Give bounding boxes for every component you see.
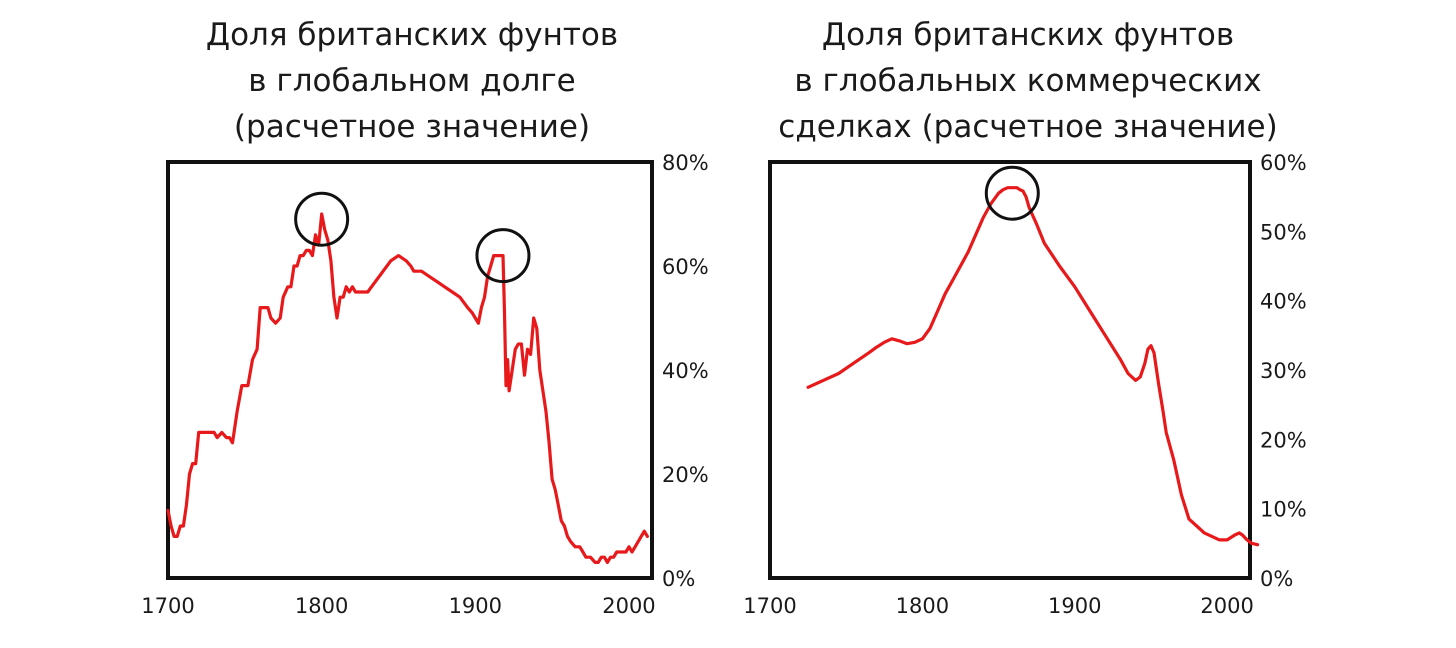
y-tick-label: 80% (662, 151, 709, 175)
y-tick-label: 60% (1260, 151, 1307, 175)
x-tick-label: 1800 (896, 594, 949, 618)
x-tick-label: 2000 (1200, 594, 1253, 618)
y-tick-label: 40% (662, 359, 709, 383)
highlight-circle (294, 191, 350, 247)
x-tick-label: 1900 (449, 594, 502, 618)
highlight-circle (475, 228, 531, 284)
y-tick-label: 30% (1260, 359, 1307, 383)
series-line (166, 212, 650, 565)
y-tick-label: 40% (1260, 290, 1307, 314)
chart-title: Доля британских фунтов в глобальных комм… (748, 12, 1308, 150)
chart-title-line-1: Доля британских фунтов (205, 17, 619, 53)
y-tick-label: 0% (662, 567, 695, 591)
chart-title-line-1: Доля британских фунтов (821, 17, 1235, 53)
y-tick-label: 10% (1260, 498, 1307, 522)
plot-frame (166, 160, 654, 580)
chart-title-line-2: в глобальных коммерческих (794, 63, 1262, 99)
y-tick-label: 20% (662, 463, 709, 487)
line-chart-global-debt: 1700 1800 1900 2000 0% 20% 40% 60% 80% (141, 151, 709, 618)
chart-title: Доля британских фунтов в глобальном долг… (172, 12, 652, 150)
line-chart-global-trade: 1700 1800 1900 2000 0% 10% 20% 30% 40% 50% 60% (743, 151, 1307, 618)
highlight-circle (984, 165, 1040, 221)
chart-panel-global-debt: Доля британских фунтов в глобальном долг… (141, 12, 709, 618)
x-tick-label: 1800 (295, 594, 348, 618)
y-tick-label: 0% (1260, 567, 1293, 591)
x-tick-label: 1700 (743, 594, 796, 618)
y-tick-label: 20% (1260, 428, 1307, 452)
x-tick-label: 1900 (1048, 594, 1101, 618)
series-line (806, 186, 1260, 547)
plot-frame (768, 160, 1252, 580)
chart-title-line-3: сделках (расчетное значение) (778, 109, 1278, 145)
chart-panel-global-trade: Доля британских фунтов в глобальных комм… (728, 0, 1456, 648)
chart-title-line-2: в глобальном долге (248, 63, 576, 99)
y-tick-label: 60% (662, 255, 709, 279)
x-tick-label: 2000 (602, 594, 655, 618)
y-tick-label: 50% (1260, 220, 1307, 244)
x-tick-label: 1700 (141, 594, 194, 618)
chart-title-line-3: (расчетное значение) (233, 109, 591, 145)
